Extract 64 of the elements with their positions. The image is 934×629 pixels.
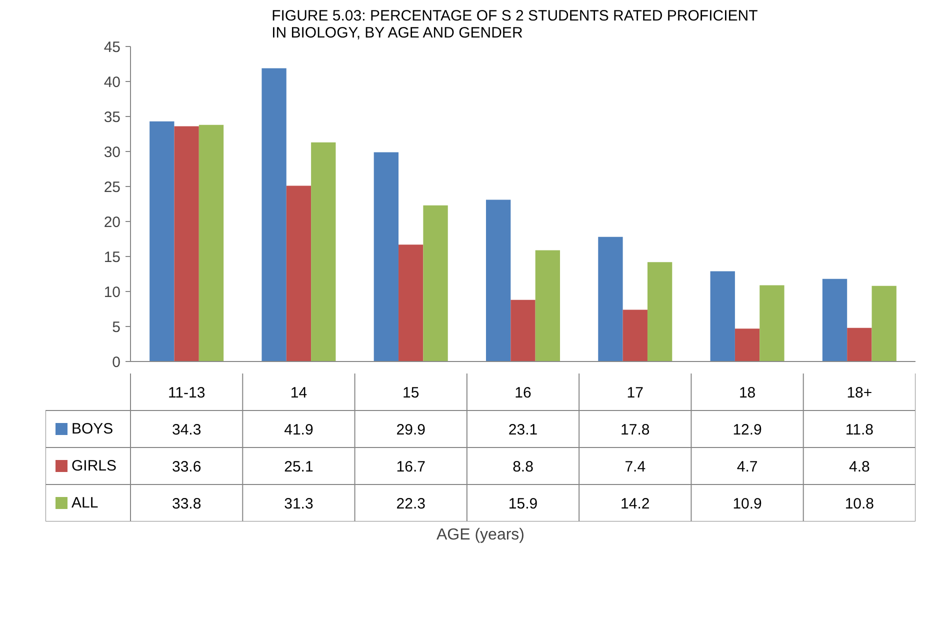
- y-tick-label: 45: [104, 39, 121, 56]
- data-label: 10.8: [844, 496, 874, 512]
- x-tick-label: 18+: [846, 384, 872, 402]
- bar: [647, 262, 672, 362]
- data-label: 4.8: [849, 458, 870, 476]
- bar: [374, 152, 399, 362]
- bar: [510, 300, 536, 362]
- data-label: 12.9: [732, 422, 762, 438]
- bar: [150, 121, 174, 362]
- y-tick-label: 25: [104, 179, 121, 196]
- bar: [262, 68, 286, 362]
- data-label: 23.1: [508, 422, 538, 438]
- data-label: 8.8: [512, 458, 534, 476]
- bar: [822, 278, 848, 362]
- y-tick-label: 5: [112, 319, 120, 336]
- bar: [872, 286, 896, 362]
- x-tick-label: 14: [290, 384, 308, 402]
- bar: [311, 142, 336, 362]
- bar: [598, 236, 623, 362]
- x-tick-label: 11-13: [168, 384, 206, 402]
- y-tick-label: 10: [104, 284, 121, 301]
- y-tick-label: 30: [104, 144, 121, 161]
- y-tick-label: 40: [104, 74, 121, 91]
- legend-label: GIRLS: [72, 458, 117, 474]
- x-tick-label: 17: [626, 384, 644, 402]
- x-tick-label: 15: [402, 384, 420, 402]
- chart-title: FIGURE 5.03: PERCENTAGE OF S 2 STUDENTS RATED PROFICIENT IN BIOLOGY, BY AGE AND GENDER: [272, 8, 758, 42]
- data-label: 41.9: [284, 422, 314, 438]
- data-label: 33.8: [172, 496, 202, 512]
- y-tick-label: 0: [112, 354, 120, 371]
- bar: [760, 285, 784, 362]
- bar: [174, 126, 199, 362]
- data-label: 15.9: [508, 496, 538, 512]
- bar: [398, 244, 424, 362]
- x-tick-label: 16: [514, 384, 532, 402]
- bar: [847, 328, 872, 362]
- y-tick-label: 35: [104, 109, 121, 126]
- x-tick-label: 18: [738, 384, 756, 402]
- data-label: 17.8: [620, 422, 650, 438]
- bar: [710, 271, 735, 362]
- bar: [198, 124, 224, 362]
- data-label: 16.7: [396, 458, 426, 476]
- bar: [622, 310, 648, 362]
- text: AGE (years): [436, 526, 525, 544]
- bar: [734, 328, 760, 362]
- data-label: 22.3: [396, 496, 426, 512]
- data-label: 34.3: [172, 422, 202, 438]
- legend-label: ALL: [72, 494, 98, 512]
- data-label: 10.9: [732, 496, 762, 512]
- data-label: 33.6: [172, 458, 202, 476]
- data-label: 31.3: [284, 496, 314, 512]
- legend-label: BOYS: [72, 420, 114, 438]
- data-label: 11.8: [845, 422, 874, 438]
- bar: [286, 186, 312, 362]
- data-label: 25.1: [284, 458, 314, 476]
- data-label: 29.9: [396, 422, 426, 438]
- bar: [535, 250, 560, 362]
- data-label: 14.2: [620, 496, 650, 512]
- data-label: 4.7: [736, 458, 758, 476]
- data-label: 7.4: [624, 458, 646, 476]
- bar: [486, 200, 511, 362]
- bar: [423, 205, 448, 362]
- y-tick-label: 20: [104, 214, 121, 231]
- y-tick-label: 15: [104, 249, 121, 266]
